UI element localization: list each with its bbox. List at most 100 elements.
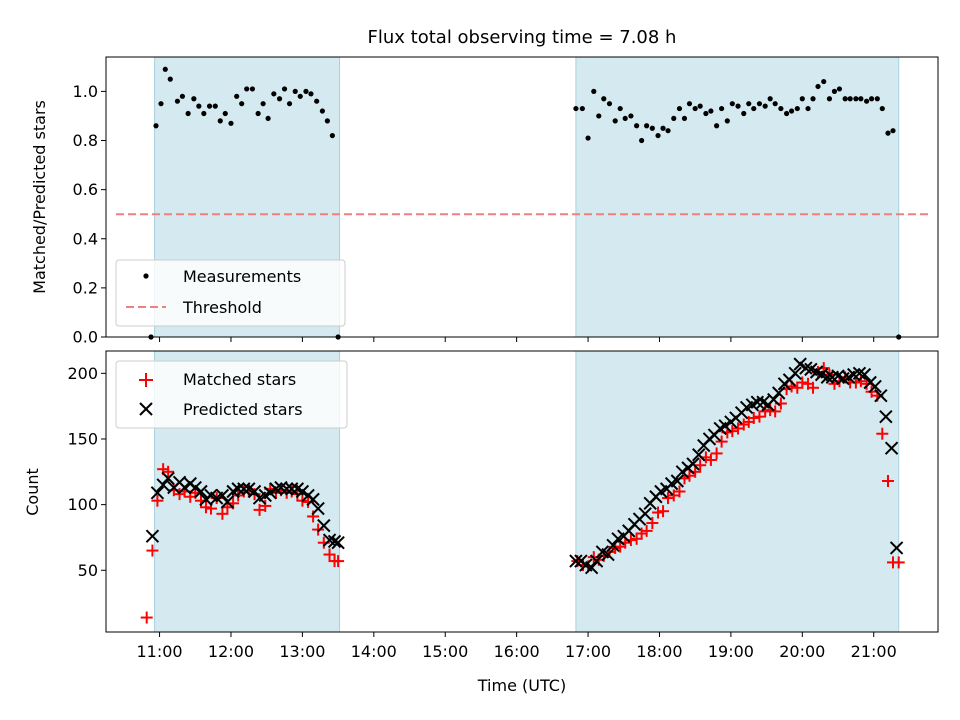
measurement-point — [655, 132, 661, 139]
predicted-star-point — [868, 379, 882, 394]
predicted-star-point — [156, 478, 170, 492]
measurement-point — [191, 96, 197, 102]
measurement-point — [174, 98, 181, 104]
predicted-star-point — [188, 480, 202, 495]
predicted-star-point — [874, 388, 888, 403]
measurement-point — [756, 101, 763, 107]
top-plot-frame — [105, 56, 939, 338]
measurement-point — [863, 98, 870, 104]
matched-star-point — [892, 556, 905, 569]
predicted-star-point — [215, 488, 230, 503]
bottom-y-axis-ticks: 50 100 150 200 — [67, 364, 106, 580]
measurement-point — [874, 96, 880, 102]
measurement-point — [639, 137, 645, 144]
y-tick-label: 0.0 — [73, 328, 98, 347]
matched-star-point — [710, 447, 723, 460]
predicted-star-point — [231, 482, 245, 496]
matched-star-point — [673, 485, 686, 498]
matched-star-point — [726, 425, 739, 438]
measurement-point — [634, 123, 640, 129]
measurement-point — [606, 101, 613, 107]
x-tick-label: 20:00 — [779, 642, 825, 661]
x-tick-label: 11:00 — [137, 642, 183, 661]
measurement-point — [644, 123, 650, 129]
x-tick-label: 12:00 — [208, 642, 254, 661]
predicted-star-point — [247, 484, 262, 499]
measurement-point — [847, 96, 853, 102]
predicted-stars-points — [145, 357, 904, 575]
measurement-point — [622, 115, 628, 122]
matched-star-point — [807, 381, 820, 394]
legend-predicted-marker — [139, 402, 153, 416]
measurement-point — [767, 96, 773, 102]
top-legend: Measurements Threshold — [115, 259, 346, 327]
predicted-star-point — [884, 441, 899, 455]
x-tick-label: 14:00 — [351, 642, 397, 661]
predicted-star-point — [772, 386, 786, 400]
measurement-point — [665, 128, 671, 134]
predicted-star-point — [284, 482, 299, 496]
matched-star-point — [747, 411, 760, 424]
matched-star-point — [323, 548, 336, 561]
x-tick-label: 17:00 — [565, 642, 611, 661]
bottom-legend-box — [115, 360, 348, 429]
legend-measurements-label: Measurements — [183, 267, 301, 286]
top-y-axis-ticks: 0.0 0.2 0.4 0.6 0.8 1.0 — [73, 82, 106, 347]
chart-title: Flux total observing time = 7.08 h — [368, 27, 677, 48]
predicted-star-point — [327, 534, 342, 549]
measurement-point — [617, 105, 623, 112]
matched-star-point — [302, 496, 315, 509]
measurement-point — [308, 91, 314, 97]
observing-interval-band — [575, 350, 900, 633]
predicted-star-point — [306, 492, 320, 507]
top-x-axis-ticks — [159, 337, 875, 342]
ratio-panel: 0.0 0.2 0.4 0.6 0.8 1.0 Matched/Predicted sta… — [30, 56, 939, 347]
measurement-point — [868, 96, 875, 102]
predicted-star-point — [269, 482, 283, 496]
measurement-point — [724, 118, 730, 124]
measurement-point — [185, 110, 191, 117]
measurement-point — [783, 110, 790, 117]
predicted-star-point — [331, 536, 345, 550]
matched-star-point — [753, 410, 766, 423]
matched-star-point — [640, 524, 653, 537]
measurement-point — [649, 125, 655, 131]
predicted-star-point — [569, 554, 583, 568]
bottom-y-axis-label: Count — [23, 468, 42, 516]
x-tick-label: 18:00 — [636, 642, 682, 661]
y-tick-label: 1.0 — [73, 82, 98, 101]
measurement-point — [676, 105, 683, 112]
matched-star-point — [662, 492, 675, 505]
measurement-point — [167, 76, 173, 82]
x-tick-label: 19:00 — [708, 642, 754, 661]
predicted-star-point — [788, 366, 802, 381]
measurement-point — [585, 135, 591, 141]
legend-threshold-label: Threshold — [182, 298, 262, 317]
measurement-point — [842, 96, 848, 102]
y-tick-label: 0.8 — [73, 131, 98, 150]
measurement-point — [853, 96, 859, 102]
predicted-star-point — [675, 465, 690, 479]
measurement-point — [772, 101, 778, 107]
predicted-star-point — [279, 482, 294, 496]
y-tick-label: 0.4 — [73, 229, 98, 248]
matched-star-point — [216, 507, 229, 520]
matched-star-point — [259, 499, 272, 512]
measurement-point — [234, 93, 240, 99]
measurement-point — [314, 98, 320, 104]
measurement-point — [153, 123, 159, 129]
measurement-point — [815, 83, 821, 90]
predicted-star-point — [589, 554, 604, 568]
predicted-star-point — [237, 482, 251, 496]
measurement-point — [660, 125, 666, 131]
measurement-point — [276, 96, 283, 102]
measurement-point — [805, 105, 811, 112]
measurement-point — [206, 103, 213, 109]
measurement-point — [836, 86, 843, 92]
measurement-point — [746, 101, 752, 107]
measurement-point — [260, 101, 266, 107]
measurement-point — [735, 103, 741, 109]
matched-star-point — [769, 405, 782, 418]
predicted-star-point — [311, 501, 325, 516]
